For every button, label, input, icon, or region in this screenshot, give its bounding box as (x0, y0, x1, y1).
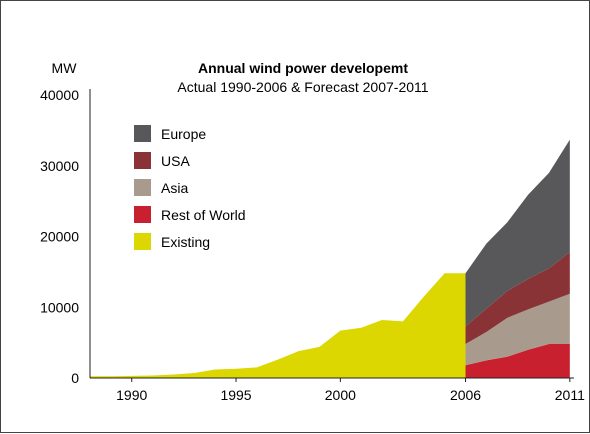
area-existing (90, 273, 466, 378)
y-tick-label-40000: 40000 (40, 87, 79, 103)
x-tick-label-1990: 1990 (116, 387, 147, 403)
y-tick-labels: 0 10000 20000 30000 40000 (40, 87, 79, 386)
area-rest-of-world (465, 344, 570, 378)
y-tick-label-30000: 30000 (40, 158, 79, 174)
area-asia (465, 293, 570, 366)
legend: Europe USA Asia Rest of World Existing (134, 125, 246, 250)
area-usa (465, 252, 570, 345)
y-axis-unit-label: MW (52, 60, 78, 76)
legend-label-rest-of-world: Rest of World (161, 207, 246, 223)
x-tick-label-2011: 2011 (555, 387, 585, 403)
legend-label-asia: Asia (161, 180, 188, 196)
x-tick-label-2006: 2006 (450, 387, 481, 403)
chart-title: Annual wind power developemt (198, 60, 408, 76)
x-tick-label-2000: 2000 (325, 387, 356, 403)
plot-areas (90, 139, 570, 378)
legend-label-existing: Existing (161, 234, 210, 250)
y-tick-label-10000: 10000 (40, 299, 79, 315)
legend-swatch-rest-of-world (134, 206, 151, 223)
area-europe (465, 139, 570, 327)
y-tick-label-20000: 20000 (40, 229, 79, 245)
legend-label-usa: USA (161, 153, 190, 169)
legend-swatch-europe (134, 125, 151, 142)
legend-swatch-usa (134, 152, 151, 169)
x-tick-labels: 1990 1995 2000 2006 2011 (116, 378, 585, 403)
y-tick-label-0: 0 (71, 370, 79, 386)
chart-subtitle: Actual 1990-2006 & Forecast 2007-2011 (177, 79, 428, 95)
legend-swatch-asia (134, 179, 151, 196)
legend-swatch-existing (134, 233, 151, 250)
x-tick-label-1995: 1995 (220, 387, 251, 403)
legend-label-europe: Europe (161, 126, 206, 142)
